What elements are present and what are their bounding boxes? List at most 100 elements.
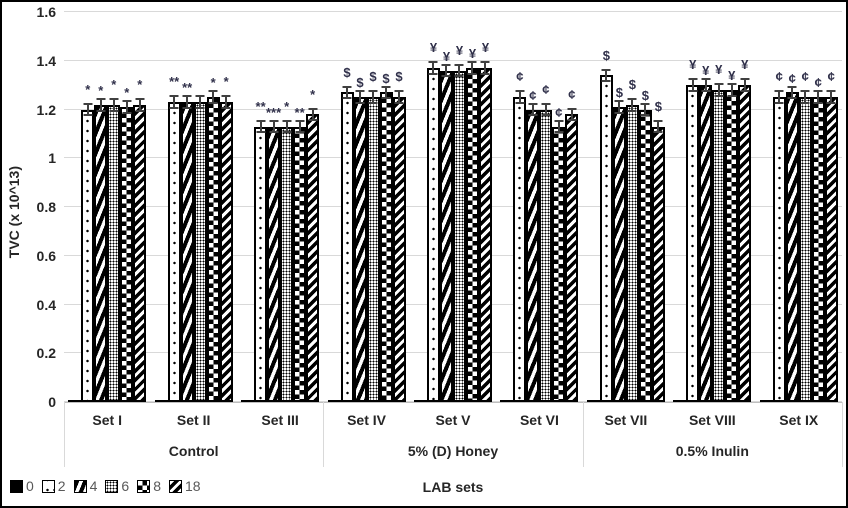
legend-swatch-sparse-dots <box>41 479 55 493</box>
set-label-row: Set I Set II Set III Set IV Set V Set VI Set V… <box>64 405 842 434</box>
error-bar <box>727 83 737 97</box>
error-bar <box>109 97 119 112</box>
legend-label: 4 <box>89 478 98 494</box>
error-bar <box>454 63 464 78</box>
legend-swatch-wide-diagonal-stripes <box>73 479 87 493</box>
bar-wrap: ** <box>254 12 268 402</box>
significance-annotation: ¥ <box>429 40 438 56</box>
bar-wrap <box>68 12 82 402</box>
legend-swatch-diagonal-stripes <box>168 479 182 493</box>
error-bar <box>342 85 352 100</box>
bar-wrap: *** <box>266 12 281 402</box>
significance-annotation: ** <box>255 98 266 114</box>
bar-group: $ $ $ $ $ <box>323 12 409 402</box>
significance-annotation: ¥ <box>455 42 464 58</box>
bar-wrap: ¥ <box>738 12 752 402</box>
legend-entry: 4 <box>73 478 98 494</box>
significance-annotation: ** <box>169 74 180 90</box>
error-bar <box>774 90 784 105</box>
significance-annotation: ¢ <box>775 69 783 85</box>
error-bar <box>800 90 810 105</box>
significance-annotation: ¥ <box>468 46 477 62</box>
bar-series-18 <box>824 97 838 402</box>
bar-wrap: * <box>81 12 95 402</box>
bar-wrap <box>759 12 773 402</box>
error-bar <box>428 61 438 75</box>
bar-wrap: ¥ <box>465 12 479 402</box>
bar-series-18 <box>565 114 579 402</box>
bar-series-4 <box>94 104 108 402</box>
error-bar <box>83 102 93 117</box>
significance-annotation: * <box>124 85 130 101</box>
legend-label: 2 <box>57 478 66 494</box>
bar-group: ** *** * ** * <box>237 12 323 402</box>
category-label: 5% (D) Honey <box>407 442 499 459</box>
bar-wrap: ¢ <box>798 12 812 402</box>
category-separator <box>323 402 325 467</box>
set-label: Set VIII <box>688 411 736 428</box>
bar-wrap <box>500 12 514 402</box>
legend-entry: 0 <box>10 479 34 493</box>
y-tick-label: 1 <box>48 150 56 167</box>
legend-entry: 8 <box>137 479 161 493</box>
bar-wrap <box>673 12 687 402</box>
legend-entry: 2 <box>41 478 66 494</box>
y-tick-label: 0.2 <box>36 345 56 362</box>
bar-wrap <box>193 12 207 402</box>
bar-series-0 <box>413 399 427 402</box>
legend-swatch-fine-dots <box>105 479 119 493</box>
error-bar <box>195 95 205 110</box>
error-bar <box>714 83 724 97</box>
error-bar <box>826 90 836 105</box>
significance-annotation: ¥ <box>442 48 451 64</box>
bar-group: ¥ ¥ ¥ ¥ ¥ <box>410 12 496 402</box>
significance-annotation: ¢ <box>801 69 809 85</box>
significance-annotation: $ <box>343 64 351 80</box>
significance-annotation: ¥ <box>689 57 697 73</box>
bar-wrap: * <box>280 12 294 402</box>
significance-annotation: $ <box>602 47 610 63</box>
bar-series-4 <box>267 126 281 402</box>
bar-wrap: ¢ <box>513 12 527 402</box>
bar-series-8 <box>379 92 393 402</box>
bar-series-8 <box>465 68 479 402</box>
significance-annotation: ** <box>182 80 193 96</box>
significance-annotation: * <box>310 86 316 102</box>
legend-entry: 6 <box>105 479 129 493</box>
bar-series-6 <box>539 109 553 402</box>
bar-series-4 <box>180 102 194 402</box>
error-bar <box>122 100 132 114</box>
significance-annotation: * <box>137 76 143 92</box>
bar-wrap: * <box>133 12 147 402</box>
bar-series-4 <box>353 97 367 402</box>
category-label: Control <box>168 442 219 459</box>
bar-series-18 <box>219 102 233 402</box>
error-bar <box>355 90 365 105</box>
error-bar <box>554 119 564 134</box>
bar-series-6 <box>193 102 207 402</box>
bar-wrap: ¢ <box>552 12 566 402</box>
bar-series-8 <box>293 126 307 402</box>
bar-wrap: * <box>219 12 233 402</box>
significance-annotation: ¢ <box>788 70 796 86</box>
bar-wrap: $ <box>612 12 626 402</box>
bar-group: $ $ $ $ $ <box>583 12 669 402</box>
bar-wrap: ¥ <box>426 12 440 402</box>
bar-wrap: $ <box>353 12 367 402</box>
significance-annotation: ¥ <box>728 68 736 84</box>
bar-series-8 <box>120 107 134 402</box>
error-bar <box>541 102 551 117</box>
bar-series-2 <box>81 109 95 402</box>
bar-wrap: $ <box>340 12 354 402</box>
error-bar <box>787 85 797 100</box>
error-bar <box>653 119 663 134</box>
legend-label: 18 <box>184 478 201 494</box>
bar-group: ¢ ¢ ¢ ¢ ¢ <box>496 12 582 402</box>
error-bar <box>640 102 650 117</box>
significance-annotation: $ <box>654 98 662 114</box>
bar-wrap: * <box>206 12 220 402</box>
bar-groups: * * * * * ** ** * * ** *** * ** * $ $ $ $ $ ¥ ¥ ¥ ¥ ¥ ¢ ¢ ¢ ¢ ¢ $ $ $ $ $… <box>64 12 842 402</box>
bar-group: ¢ ¢ ¢ ¢ ¢ <box>756 12 842 402</box>
bar-wrap: $ <box>625 12 639 402</box>
set-label: Set VII <box>604 411 648 428</box>
